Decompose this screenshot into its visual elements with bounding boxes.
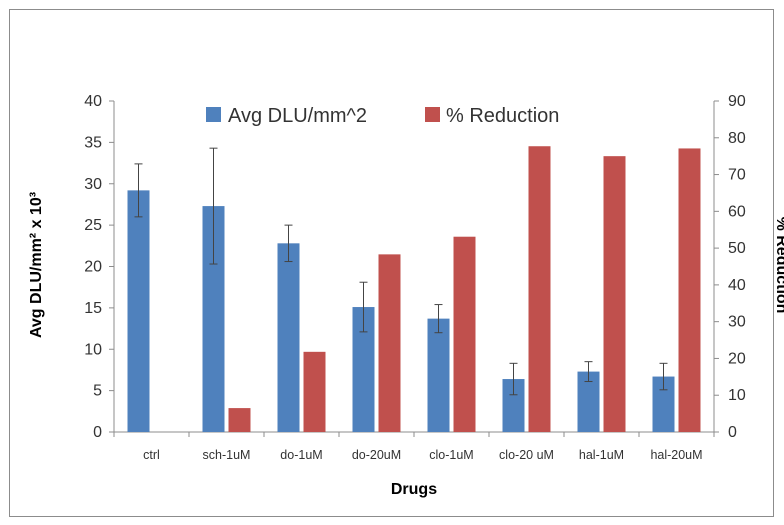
- category-label: ctrl: [143, 448, 160, 462]
- x-axis-title: Drugs: [391, 481, 437, 498]
- category-label: clo-20 uM: [499, 448, 554, 462]
- bar-reduction: [228, 408, 251, 432]
- category-label: clo-1uM: [429, 448, 473, 462]
- right-tick-labels: 0 10 20 30 40 50 60 70 80 90: [714, 93, 746, 441]
- bar-avg-dlu: [427, 318, 450, 432]
- right-tick-label: 80: [728, 130, 746, 147]
- right-tick-label: 30: [728, 314, 746, 331]
- left-tick-label: 15: [84, 300, 102, 317]
- left-tick-labels: 0 5 10 15 20 25 30 35 40: [84, 93, 114, 441]
- legend-swatch-reduction: [425, 107, 440, 122]
- left-tick-label: 25: [84, 217, 102, 234]
- bar-avg-dlu: [127, 190, 150, 432]
- bar-avg-dlu: [502, 379, 525, 432]
- bar-reduction: [528, 146, 551, 432]
- bar-reduction: [303, 351, 326, 432]
- right-tick-label: 60: [728, 203, 746, 220]
- category-label: hal-1uM: [579, 448, 624, 462]
- legend-label-avg-dlu: Avg DLU/mm^2: [228, 105, 367, 127]
- right-tick-label: 40: [728, 277, 746, 294]
- legend-label-reduction: % Reduction: [446, 105, 559, 127]
- left-tick-label: 35: [84, 134, 102, 151]
- right-tick-label: 20: [728, 350, 746, 367]
- error-bars-layer: [134, 147, 668, 396]
- left-tick-label: 10: [84, 341, 102, 358]
- right-axis-title: % Reduction: [773, 217, 784, 314]
- left-axis-title: Avg DLU/mm² x 10³: [28, 192, 45, 338]
- category-label: do-1uM: [280, 448, 322, 462]
- left-tick-label: 30: [84, 176, 102, 193]
- right-tick-label: 0: [728, 424, 737, 441]
- bar-avg-dlu: [352, 307, 375, 432]
- right-tick-label: 10: [728, 387, 746, 404]
- category-label: sch-1uM: [203, 448, 251, 462]
- right-tick-label: 90: [728, 93, 746, 110]
- bar-avg-dlu: [652, 376, 675, 432]
- left-tick-label: 5: [93, 383, 102, 400]
- bar-reduction: [603, 156, 626, 432]
- category-label: do-20uM: [352, 448, 401, 462]
- left-tick-label: 20: [84, 259, 102, 276]
- bar-avg-dlu: [577, 371, 600, 432]
- category-label: hal-20uM: [650, 448, 702, 462]
- bar-reduction: [678, 148, 701, 432]
- category-tick-marks: [113, 432, 715, 437]
- legend: Avg DLU/mm^2 % Reduction: [206, 105, 559, 127]
- right-tick-label: 70: [728, 167, 746, 184]
- bar-reduction: [378, 254, 401, 432]
- left-tick-label: 40: [84, 93, 102, 110]
- left-tick-label: 0: [93, 424, 102, 441]
- bar-avg-dlu: [277, 243, 300, 432]
- legend-swatch-avg-dlu: [206, 107, 221, 122]
- bar-reduction: [453, 236, 476, 432]
- bar-avg-dlu: [202, 206, 225, 432]
- bars-layer: [127, 146, 701, 432]
- right-tick-label: 50: [728, 240, 746, 257]
- category-labels: ctrl sch-1uM do-1uM do-20uM clo-1uM clo-20 uM…: [143, 448, 702, 462]
